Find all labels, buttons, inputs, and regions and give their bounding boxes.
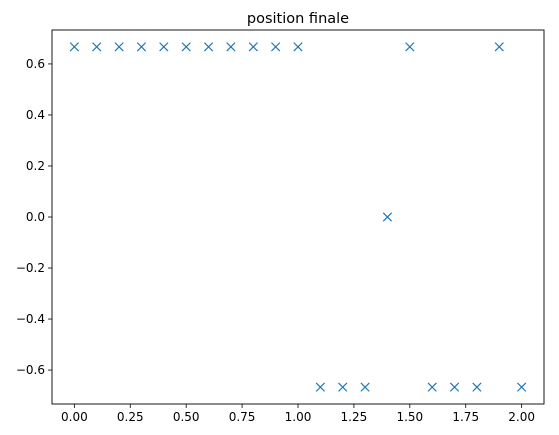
marker-stroke xyxy=(315,382,325,392)
data-points xyxy=(69,42,527,392)
x-tick-label: 2.00 xyxy=(508,410,535,424)
data-point xyxy=(338,382,348,392)
y-tick-label: 0.4 xyxy=(26,108,45,122)
marker-stroke xyxy=(248,42,258,52)
marker-stroke xyxy=(159,42,169,52)
data-point xyxy=(248,42,258,52)
data-point xyxy=(271,42,281,52)
y-tick-label: −0.2 xyxy=(16,261,45,275)
x-tick-label: 0.25 xyxy=(117,410,144,424)
marker-stroke xyxy=(427,382,437,392)
marker-stroke xyxy=(494,42,504,52)
data-point xyxy=(114,42,124,52)
data-point xyxy=(315,382,325,392)
x-tick-label: 1.25 xyxy=(341,410,368,424)
axis-ticks: 0.00 0.25 0.50 0.75 1.00 1.25 1.50 1.75 2.00 0.6 0… xyxy=(16,57,535,424)
marker-stroke xyxy=(382,212,393,222)
data-point xyxy=(293,42,303,52)
x-tick-label: 0.00 xyxy=(61,410,88,424)
data-point xyxy=(136,42,147,52)
marker-stroke xyxy=(271,42,281,52)
y-tick-label: −0.6 xyxy=(16,363,45,377)
x-tick-label: 0.50 xyxy=(173,410,200,424)
marker-stroke xyxy=(114,42,124,52)
marker-stroke xyxy=(338,382,348,392)
x-tick-label: 1.00 xyxy=(285,410,312,424)
x-tick-label: 1.75 xyxy=(452,410,479,424)
y-tick-label: 0.0 xyxy=(26,210,45,224)
marker-stroke xyxy=(472,382,482,392)
axes-frame xyxy=(51,29,545,405)
data-point xyxy=(494,42,504,52)
chart-title: position finale xyxy=(247,11,349,27)
marker-stroke xyxy=(92,42,102,52)
data-point xyxy=(203,42,214,52)
marker-stroke xyxy=(517,382,527,392)
x-tick-label: 1.50 xyxy=(396,410,423,424)
data-point xyxy=(69,42,79,52)
marker-stroke xyxy=(203,42,214,52)
marker-stroke xyxy=(226,42,236,52)
marker-stroke xyxy=(293,42,303,52)
data-point xyxy=(517,382,527,392)
marker-stroke xyxy=(360,382,370,392)
marker-stroke xyxy=(449,382,460,392)
data-point xyxy=(159,42,169,52)
y-tick-label: 0.6 xyxy=(26,57,45,71)
y-tick-label: −0.4 xyxy=(16,312,45,326)
data-point xyxy=(472,382,482,392)
marker-stroke xyxy=(405,42,415,52)
data-point xyxy=(449,382,460,392)
data-point xyxy=(427,382,437,392)
data-point xyxy=(405,42,415,52)
marker-stroke xyxy=(136,42,147,52)
data-point xyxy=(360,382,370,392)
y-tick-label: 0.2 xyxy=(26,159,45,173)
marker-stroke xyxy=(69,42,79,52)
data-point xyxy=(181,42,191,52)
data-point xyxy=(92,42,102,52)
data-point xyxy=(226,42,236,52)
data-point xyxy=(382,212,393,222)
x-tick-label: 0.75 xyxy=(229,410,256,424)
marker-stroke xyxy=(181,42,191,52)
